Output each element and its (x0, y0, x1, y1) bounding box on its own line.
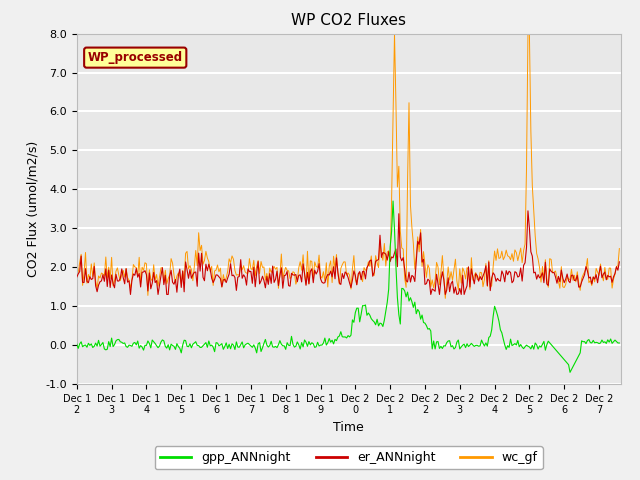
gpp_ANNnight (596, 340, 604, 346)
er_ANNnight (616, 259, 623, 265)
gpp_ANNnight (344, 333, 352, 338)
gpp_ANNnight (73, 341, 81, 347)
er_ANNnight (248, 280, 256, 286)
er_ANNnight (596, 264, 604, 269)
Text: WP_processed: WP_processed (88, 51, 183, 64)
gpp_ANNnight (207, 343, 214, 348)
gpp_ANNnight (616, 340, 623, 346)
er_ANNnight (260, 277, 268, 283)
wc_gf (207, 269, 214, 275)
Line: gpp_ANNnight: gpp_ANNnight (77, 201, 620, 372)
er_ANNnight (73, 274, 81, 280)
wc_gf (344, 270, 352, 276)
gpp_ANNnight (259, 345, 266, 351)
Y-axis label: CO2 Flux (umol/m2/s): CO2 Flux (umol/m2/s) (27, 141, 40, 277)
gpp_ANNnight (247, 343, 255, 349)
gpp_ANNnight (389, 198, 397, 204)
Line: wc_gf: wc_gf (77, 34, 620, 299)
Title: WP CO2 Fluxes: WP CO2 Fluxes (291, 13, 406, 28)
wc_gf (399, 246, 407, 252)
gpp_ANNnight (399, 286, 407, 291)
X-axis label: Time: Time (333, 421, 364, 434)
wc_gf (442, 296, 449, 301)
er_ANNnight (346, 280, 353, 286)
wc_gf (259, 264, 266, 270)
gpp_ANNnight (566, 370, 574, 375)
Line: er_ANNnight: er_ANNnight (77, 211, 620, 294)
er_ANNnight (399, 255, 407, 261)
wc_gf (390, 31, 398, 36)
er_ANNnight (524, 208, 532, 214)
Legend: gpp_ANNnight, er_ANNnight, wc_gf: gpp_ANNnight, er_ANNnight, wc_gf (155, 446, 543, 469)
er_ANNnight (127, 291, 134, 297)
wc_gf (247, 265, 255, 271)
wc_gf (596, 261, 604, 267)
er_ANNnight (208, 276, 216, 281)
wc_gf (616, 246, 623, 252)
wc_gf (73, 266, 81, 272)
